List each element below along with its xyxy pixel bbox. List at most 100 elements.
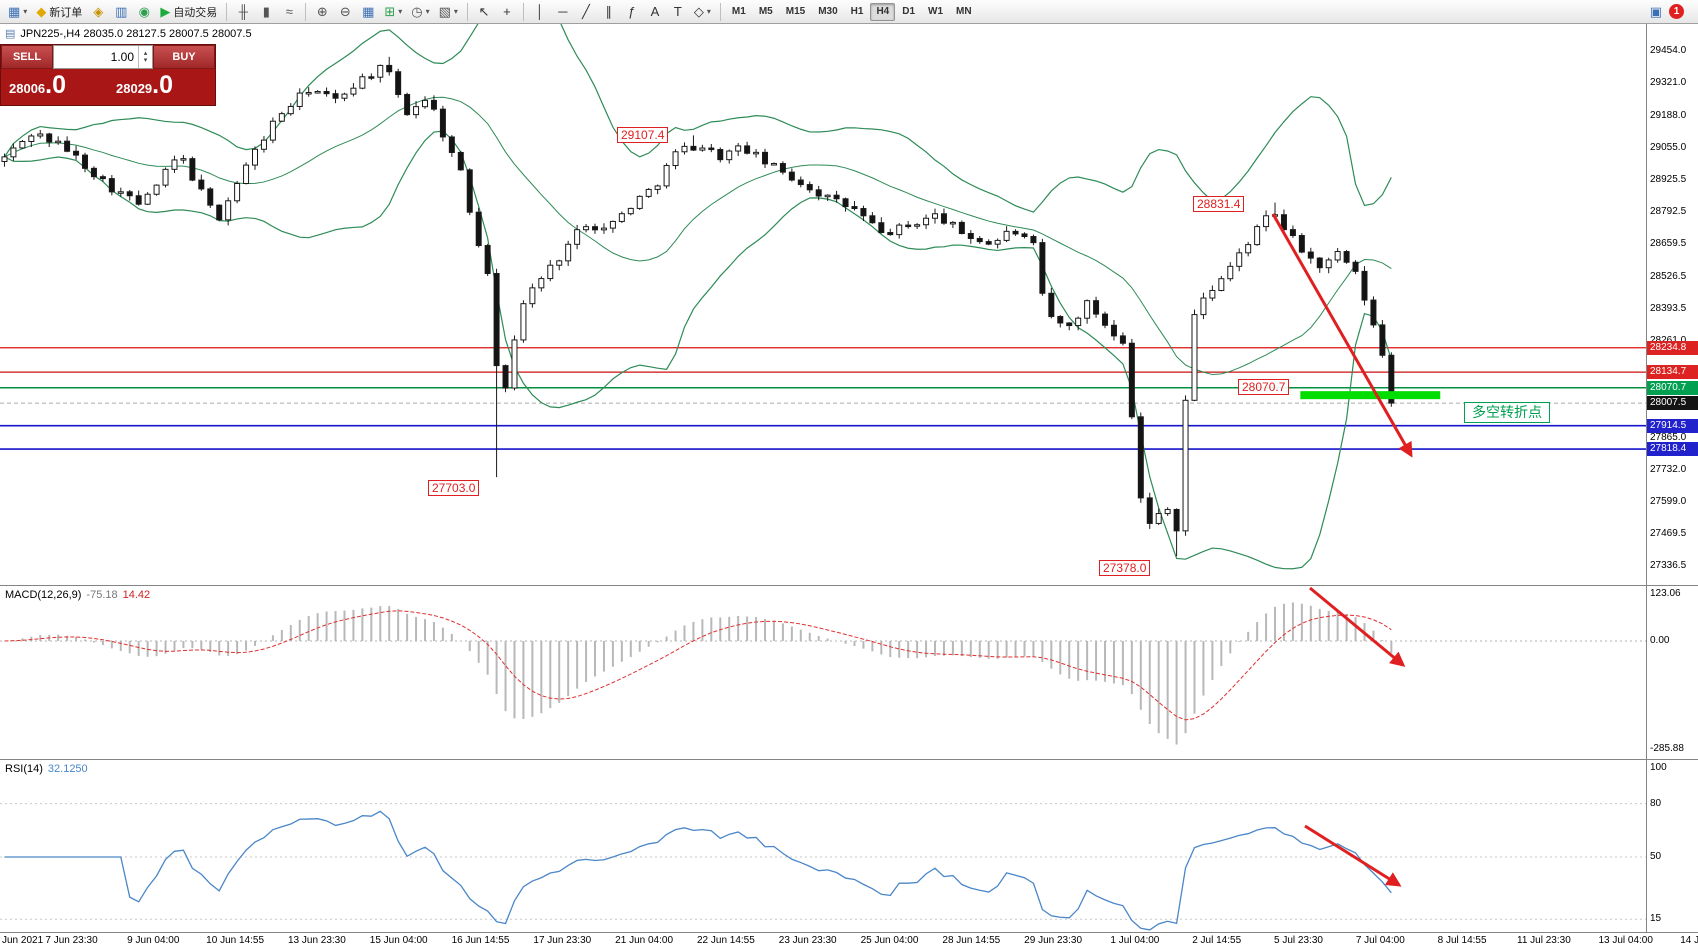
price-label[interactable]: 27703.0 bbox=[428, 480, 480, 496]
templates-button[interactable]: ▧ ▾ bbox=[435, 2, 462, 22]
navigator-button[interactable]: ◉ bbox=[133, 2, 155, 22]
buy-button[interactable]: BUY bbox=[153, 45, 215, 69]
shapes-button[interactable]: ◇ ▾ bbox=[690, 2, 715, 22]
line-chart-button[interactable]: ≈ bbox=[278, 2, 300, 22]
new-chart-button[interactable]: ▦ ▾ bbox=[4, 2, 31, 22]
time-label: 9 Jun 04:00 bbox=[127, 935, 180, 946]
caret-down-icon: ▾ bbox=[398, 7, 403, 16]
time-label: 16 Jun 14:55 bbox=[451, 935, 510, 946]
price-tick: 28792.5 bbox=[1650, 206, 1687, 217]
template-icon: ▧ bbox=[438, 4, 451, 19]
toolbar-separator bbox=[305, 2, 307, 21]
macd-chart[interactable] bbox=[0, 586, 1646, 760]
main-chart-panel[interactable]: 29454.0 29321.0 29188.0 29055.0 28925.5 28792… bbox=[0, 24, 1698, 585]
auto-trading-button-label: 自动交易 bbox=[173, 6, 218, 19]
price-label[interactable]: 28070.7 bbox=[1238, 379, 1290, 395]
new-order-button[interactable]: ◆ 新订单 bbox=[32, 2, 86, 22]
bar-chart-icon: ╫ bbox=[238, 4, 248, 19]
volume-down-icon[interactable]: ▾ bbox=[143, 57, 148, 64]
toolbar-separator bbox=[522, 2, 524, 21]
vertical-line-icon: │ bbox=[535, 4, 544, 19]
sell-price-pips: .0 bbox=[45, 71, 67, 99]
toolbar-separator bbox=[226, 2, 228, 21]
timeframe-m30-button[interactable]: M30 bbox=[818, 6, 838, 17]
cursor-button[interactable]: ↖ bbox=[473, 2, 495, 22]
timeframe-d1-button[interactable]: D1 bbox=[902, 6, 916, 17]
community-icon[interactable]: ▣ bbox=[1649, 4, 1662, 19]
tile-windows-button[interactable]: ▦ bbox=[357, 2, 379, 22]
time-label: 7 Jul 04:00 bbox=[1355, 935, 1405, 946]
vertical-line-button[interactable]: │ bbox=[529, 2, 551, 22]
zoom-out-button[interactable]: ⊖ bbox=[334, 2, 356, 22]
timeframe-m5-button[interactable]: M5 bbox=[758, 6, 773, 17]
bollinger-lower-band bbox=[4, 130, 1392, 570]
sell-button[interactable]: SELL bbox=[1, 45, 53, 69]
buy-price[interactable]: 28029 .0 bbox=[108, 69, 215, 105]
chart-window-icon: ▦ bbox=[8, 4, 21, 19]
symbol-ohlc-text: JPN225-,H4 28035.0 28127.5 28007.5 28007… bbox=[20, 27, 252, 40]
time-label: 17 Jun 23:30 bbox=[533, 935, 592, 946]
price-tick: 28925.5 bbox=[1650, 173, 1687, 185]
bar-chart-button[interactable]: ╫ bbox=[232, 2, 254, 22]
price-tick: 27599.0 bbox=[1650, 496, 1687, 508]
timeframe-m1-button[interactable]: M1 bbox=[731, 6, 746, 17]
data-window-button[interactable]: ▥ bbox=[110, 2, 132, 22]
text-icon: A bbox=[650, 4, 660, 19]
text-button[interactable]: A bbox=[644, 2, 666, 22]
timeframe-h1-button[interactable]: H1 bbox=[850, 6, 864, 17]
chart-thumbnail-icon: ▤ bbox=[5, 28, 16, 40]
price-label[interactable]: 27378.0 bbox=[1099, 560, 1151, 576]
volume-input[interactable]: 1.00 bbox=[110, 50, 134, 64]
price-chart[interactable] bbox=[0, 24, 1646, 585]
market-watch-icon: ◈ bbox=[93, 4, 104, 19]
indicators-button[interactable]: ⊞ ▾ bbox=[380, 2, 406, 22]
macd-panel[interactable]: 123.06 0.00 -285.88 MACD(12,26,9) -75.18 1… bbox=[0, 585, 1698, 759]
fibonacci-icon: ƒ bbox=[628, 4, 636, 19]
time-label: 28 Jun 14:55 bbox=[942, 935, 1001, 946]
price-badge: 28070.7 bbox=[1647, 380, 1698, 395]
horizontal-line-icon: ─ bbox=[558, 4, 568, 19]
price-axis[interactable]: 29454.0 29321.0 29188.0 29055.0 28925.5 28792… bbox=[1646, 24, 1698, 585]
horizontal-line-button[interactable]: ─ bbox=[552, 2, 574, 22]
price-label[interactable]: 29107.4 bbox=[617, 127, 669, 143]
rsi-chart[interactable] bbox=[0, 760, 1646, 933]
macd-label: MACD(12,26,9) -75.18 14.42 bbox=[5, 589, 151, 601]
fibonacci-button[interactable]: ƒ bbox=[621, 2, 643, 22]
candlestick-chart-button[interactable]: ▮ bbox=[255, 2, 277, 22]
auto-trading-button[interactable]: ▶ 自动交易 bbox=[156, 2, 221, 22]
timeframe-mn-button[interactable]: MN bbox=[956, 6, 972, 17]
market-watch-button[interactable]: ◈ bbox=[87, 2, 109, 22]
volume-up-icon[interactable]: ▴ bbox=[143, 50, 148, 57]
toolbar-separator bbox=[466, 2, 468, 21]
price-badge: 28234.8 bbox=[1647, 340, 1698, 355]
rsi-panel[interactable]: 100 80 50 15 RSI(14) 32.1250 bbox=[0, 759, 1698, 932]
bollinger-upper-band bbox=[3, 24, 1392, 213]
green-highlight-bar[interactable] bbox=[1300, 391, 1441, 400]
time-label: 22 Jun 14:55 bbox=[696, 935, 755, 946]
volume-stepper[interactable]: 1.00 ▴ ▾ bbox=[53, 45, 153, 69]
zoom-in-button[interactable]: ⊕ bbox=[311, 2, 333, 22]
macd-axis: 123.06 0.00 -285.88 bbox=[1646, 586, 1698, 759]
rsi-axis: 100 80 50 15 bbox=[1646, 760, 1698, 932]
time-label: 25 Jun 04:00 bbox=[860, 935, 919, 946]
channel-button[interactable]: ∥ bbox=[598, 2, 620, 22]
periods-button[interactable]: ◷ ▾ bbox=[407, 2, 433, 22]
caret-down-icon: ▾ bbox=[425, 7, 430, 16]
time-label: 11 Jul 23:30 bbox=[1517, 935, 1571, 946]
time-label: 13 Jul 04:00 bbox=[1598, 935, 1653, 946]
timeframe-m15-button[interactable]: M15 bbox=[785, 6, 806, 17]
time-axis[interactable]: Jun 2021 7 Jun 23:30 9 Jun 04:00 10 Jun 14:… bbox=[0, 932, 1698, 948]
time-label: 14 Jul 14:55 bbox=[1680, 935, 1698, 946]
price-badge: 28134.7 bbox=[1647, 365, 1698, 380]
label-button[interactable]: T bbox=[667, 2, 689, 22]
annotation-box[interactable]: 多空转折点 bbox=[1464, 402, 1550, 423]
notification-badge[interactable]: 1 bbox=[1669, 4, 1684, 19]
timeframe-h4-button[interactable]: H4 bbox=[870, 2, 896, 21]
sell-price[interactable]: 28006 .0 bbox=[1, 69, 108, 105]
price-tick: 27865.0 bbox=[1650, 431, 1687, 443]
price-label[interactable]: 28831.4 bbox=[1193, 196, 1245, 212]
timeframe-w1-button[interactable]: W1 bbox=[928, 6, 944, 17]
trendline-button[interactable]: ╱ bbox=[575, 2, 597, 22]
new-order-button-label: 新订单 bbox=[49, 6, 83, 19]
crosshair-button[interactable]: + bbox=[496, 2, 518, 22]
